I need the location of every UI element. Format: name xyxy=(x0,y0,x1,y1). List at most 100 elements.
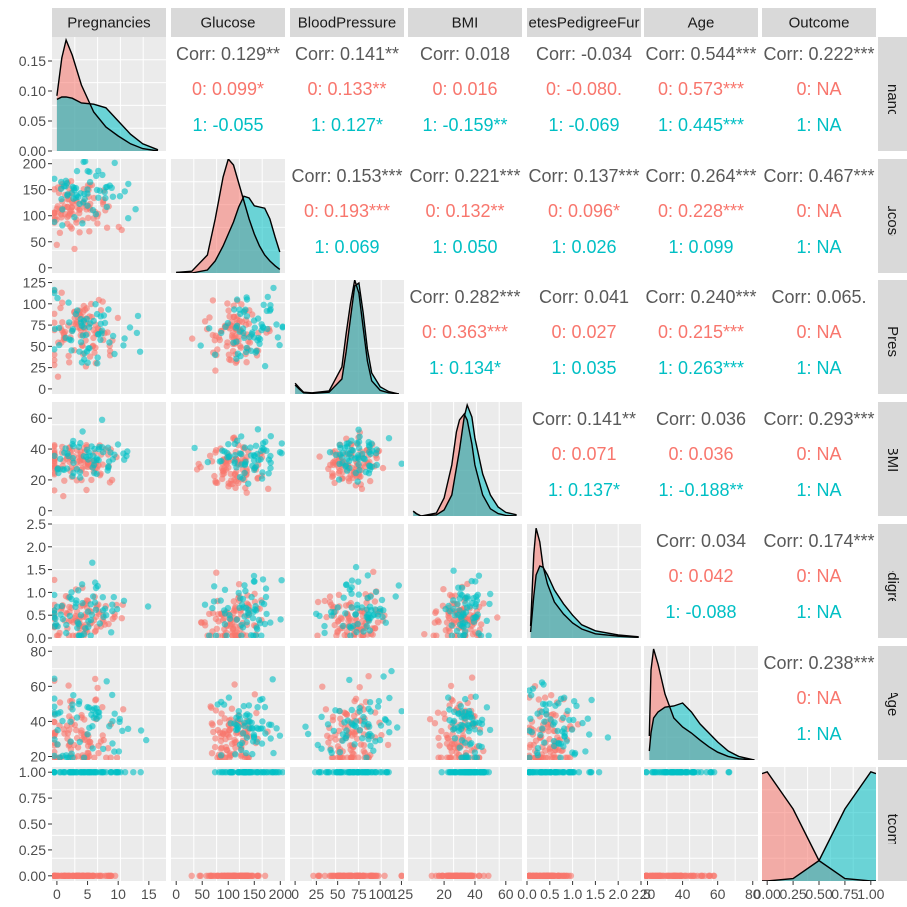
point-group1 xyxy=(552,702,559,709)
point-group1 xyxy=(584,715,591,722)
x-tick-label: 80 xyxy=(745,886,761,902)
point-group1 xyxy=(561,694,568,701)
point-group1 xyxy=(445,602,452,610)
scatter-panel xyxy=(52,559,152,638)
point-group1 xyxy=(68,347,75,354)
point-group0 xyxy=(76,229,83,236)
point-group0 xyxy=(118,226,125,234)
point-group0 xyxy=(694,872,701,879)
point-group0 xyxy=(211,472,218,480)
point-group1 xyxy=(211,769,219,776)
point-group1 xyxy=(52,620,59,628)
point-group1 xyxy=(81,195,88,203)
point-group1 xyxy=(370,769,378,776)
point-group1 xyxy=(347,632,354,638)
point-group1 xyxy=(94,360,101,367)
point-group1 xyxy=(386,729,393,736)
point-group1 xyxy=(77,612,85,619)
point-group1 xyxy=(366,603,374,610)
point-group1 xyxy=(218,698,225,706)
point-group1 xyxy=(355,461,362,468)
density-area-group0 xyxy=(762,771,876,881)
point-group0 xyxy=(326,593,334,600)
corr-cell: Corr: 0.141** 0: 0.071 1: 0.137* xyxy=(532,409,636,500)
point-group0 xyxy=(94,220,101,227)
point-group0 xyxy=(62,872,69,879)
point-group0 xyxy=(468,674,476,681)
point-group1 xyxy=(242,587,249,595)
point-group0 xyxy=(86,353,94,360)
point-group1 xyxy=(456,607,463,614)
density-area-group1 xyxy=(56,97,158,151)
point-group1 xyxy=(379,613,386,621)
point-group1 xyxy=(241,469,248,477)
point-group0 xyxy=(338,754,345,760)
point-group1 xyxy=(83,446,91,453)
point-group0 xyxy=(208,750,216,757)
corr-cell: Corr: 0.282*** 0: 0.363*** 1: 0.134* xyxy=(409,287,520,378)
y-tick-label: 20 xyxy=(30,472,46,488)
point-group1 xyxy=(359,735,366,742)
point-group0 xyxy=(480,600,487,607)
point-group1 xyxy=(78,632,85,638)
point-group0 xyxy=(75,872,82,879)
point-group1 xyxy=(52,175,58,182)
strip-top-bg xyxy=(527,8,641,37)
point-group0 xyxy=(337,614,344,621)
strip-right-bg xyxy=(878,280,907,394)
point-group1 xyxy=(457,703,464,710)
corr-group0: 0: NA xyxy=(796,79,841,99)
point-group1 xyxy=(250,457,258,464)
point-group1 xyxy=(109,332,117,340)
point-group1 xyxy=(75,700,83,708)
point-group1 xyxy=(111,159,118,167)
corr-group1: 1: 0.445*** xyxy=(658,115,744,135)
point-group0 xyxy=(224,300,231,307)
point-group1 xyxy=(528,692,535,699)
point-group1 xyxy=(348,577,356,584)
x-tick-label: 60 xyxy=(710,886,726,902)
point-group0 xyxy=(99,704,106,711)
point-group1 xyxy=(238,621,245,629)
y-tick-label: 1.5 xyxy=(27,562,47,578)
point-group0 xyxy=(331,479,338,486)
point-group1 xyxy=(472,578,479,585)
density-line-group1 xyxy=(412,402,517,516)
strip-top-bg xyxy=(408,8,522,37)
point-group1 xyxy=(340,594,347,601)
corr-group0: 0: NA xyxy=(796,201,841,221)
point-group1 xyxy=(54,741,61,748)
density-line-group0 xyxy=(56,37,159,151)
point-group0 xyxy=(99,298,106,305)
point-group1 xyxy=(67,769,74,776)
scatter-panel xyxy=(428,769,492,879)
x-tick-label: 15 xyxy=(141,886,157,902)
point-group0 xyxy=(54,373,62,380)
panel-bg xyxy=(408,767,522,881)
point-group1 xyxy=(69,440,76,448)
point-group0 xyxy=(56,629,63,637)
point-group1 xyxy=(328,749,335,756)
y-tick-label: 0.00 xyxy=(19,868,46,884)
point-group1 xyxy=(116,193,124,200)
point-group1 xyxy=(219,769,227,776)
point-group1 xyxy=(345,440,352,447)
point-group1 xyxy=(52,711,59,718)
point-group1 xyxy=(65,299,72,306)
point-group1 xyxy=(455,727,463,734)
scatter-panel xyxy=(421,567,501,638)
point-group1 xyxy=(97,336,104,343)
point-group1 xyxy=(559,728,566,735)
point-group1 xyxy=(116,715,124,723)
corr-cell: Corr: 0.293*** 0: NA 1: NA xyxy=(763,409,874,500)
point-group0 xyxy=(545,727,552,735)
point-group1 xyxy=(125,180,132,188)
point-group1 xyxy=(568,726,576,733)
strip-right-bg xyxy=(878,37,907,151)
strip-right-bg xyxy=(878,767,907,881)
point-group1 xyxy=(109,740,116,747)
point-group1 xyxy=(382,716,389,724)
point-group1 xyxy=(266,307,274,314)
point-group0 xyxy=(329,473,336,481)
point-group1 xyxy=(244,711,251,718)
